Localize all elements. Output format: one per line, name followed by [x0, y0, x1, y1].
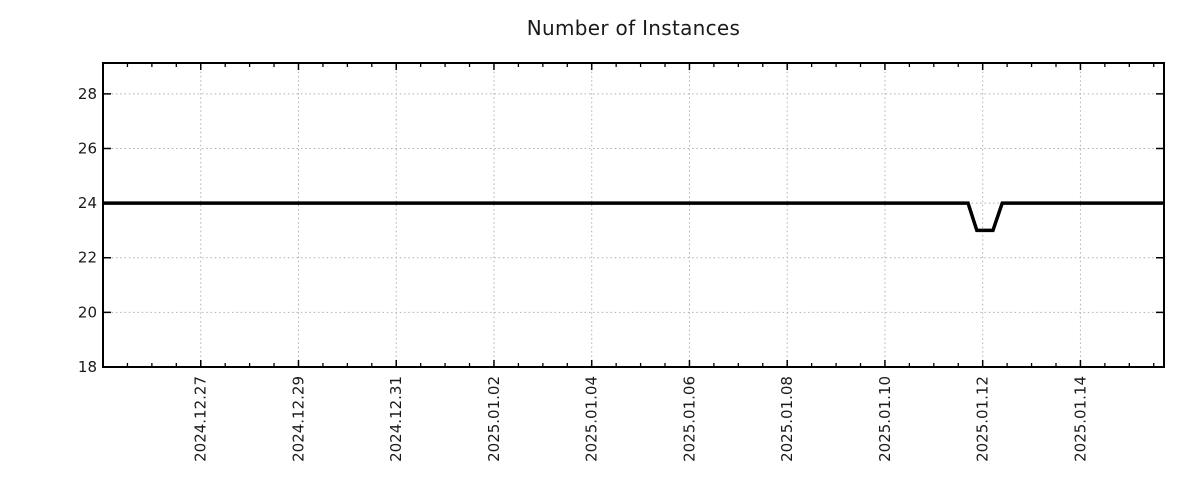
x-tick-label: 2025.01.08 — [778, 376, 796, 462]
x-tick-label: 2025.01.14 — [1071, 376, 1089, 462]
y-tick-label: 20 — [78, 303, 97, 321]
y-tick-label: 24 — [78, 194, 97, 212]
x-tick-label: 2024.12.29 — [289, 376, 307, 462]
plot-border — [102, 62, 1165, 368]
x-tick-label: 2025.01.10 — [876, 376, 894, 462]
x-tick-label: 2025.01.04 — [583, 376, 601, 462]
x-tick-label: 2024.12.31 — [387, 376, 405, 462]
x-tick-label: 2025.01.06 — [680, 376, 698, 462]
y-tick-label: 22 — [78, 249, 97, 267]
y-tick-label: 26 — [78, 139, 97, 157]
chart-title: Number of Instances — [526, 16, 741, 40]
y-tick-label: 18 — [78, 358, 97, 376]
x-tick-label: 2025.01.02 — [485, 376, 503, 462]
x-tick-label: 2024.12.27 — [192, 376, 210, 462]
x-tick-label: 2025.01.12 — [974, 376, 992, 462]
series-line-instances — [103, 201, 1164, 233]
y-tick-label: 28 — [78, 85, 97, 103]
